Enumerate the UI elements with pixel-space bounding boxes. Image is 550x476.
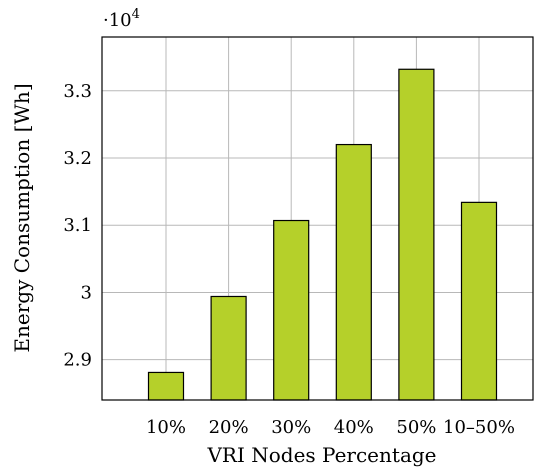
bar [147, 371, 185, 401]
bar [335, 143, 372, 401]
bar [460, 201, 498, 401]
y-tick-label: 3.1 [63, 215, 92, 236]
x-tick-label: 40% [334, 417, 374, 438]
plot-frame [101, 36, 534, 401]
y-tick-label: 3.3 [63, 81, 92, 102]
bar [210, 295, 247, 401]
x-tick-label: 20% [209, 417, 249, 438]
y-tick-label: 3 [81, 282, 92, 303]
y-scale-exponent: 4 [132, 7, 140, 22]
x-tick-label: 30% [271, 417, 311, 438]
y-scale-multiplier: ·104 [103, 7, 140, 31]
x-tick-label: 10% [146, 417, 186, 438]
x-tick-label: 10–50% [443, 417, 515, 438]
y-tick-label: 3.2 [63, 148, 92, 169]
x-tick-labels: 10% 20% 30% 40% 50% 10–50% [146, 417, 515, 438]
y-tick-label: 2.9 [63, 350, 92, 371]
bar [273, 219, 310, 401]
bar [398, 68, 435, 401]
bars [147, 68, 498, 401]
y-axis-label: Energy Consumption [Wh] [10, 83, 34, 352]
y-tick-labels: 2.9 3 3.1 3.2 3.3 [63, 81, 92, 371]
x-tick-label: 50% [396, 417, 436, 438]
x-axis-label: VRI Nodes Percentage [206, 443, 436, 467]
